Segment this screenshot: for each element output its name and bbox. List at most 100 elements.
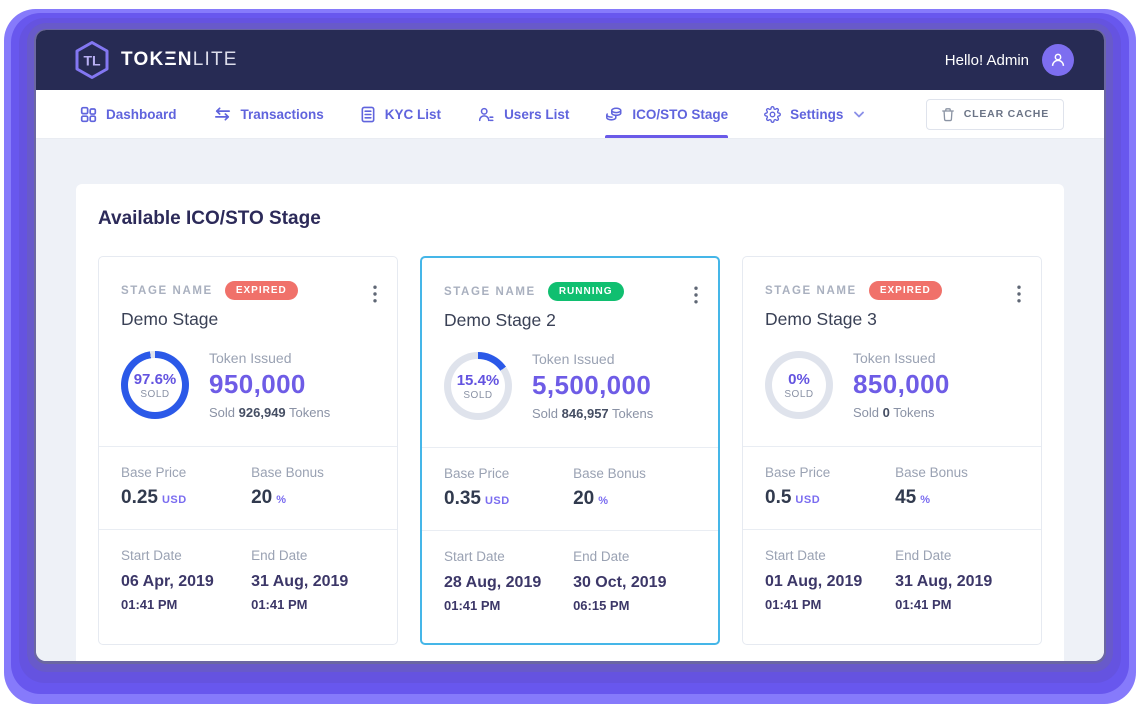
start-date-value: 01 Aug, 2019 01:41 PM	[765, 573, 863, 613]
start-date-value: 28 Aug, 2019 01:41 PM	[444, 574, 542, 614]
base-price-value: 0.5 USD	[765, 487, 821, 508]
sold-donut-chart: 15.4% SOLD	[444, 352, 512, 420]
base-price-value: 0.35 USD	[444, 488, 510, 509]
token-issued-label: Token Issued	[532, 351, 615, 367]
stage-name-label: STAGE NAME	[121, 284, 213, 297]
end-date-cell: End Date 31 Aug, 2019 01:41 PM	[251, 548, 375, 616]
content-area: Available ICO/STO Stage STAGE NAME EXPIR…	[36, 139, 1104, 661]
status-badge: EXPIRED	[224, 281, 298, 300]
end-date-label: End Date	[573, 549, 630, 564]
base-bonus-label: Base Bonus	[573, 466, 646, 481]
stage-name-label: STAGE NAME	[765, 284, 857, 297]
end-date-value: 31 Aug, 2019 01:41 PM	[251, 573, 349, 613]
nav-item-kyc-list[interactable]: KYC List	[360, 90, 441, 138]
base-price-label: Base Price	[444, 466, 510, 481]
token-issued-label: Token Issued	[209, 350, 292, 366]
svg-text:TL: TL	[83, 53, 101, 69]
token-issued-block: Token Issued 850,000 Sold 0 Tokens	[853, 350, 950, 420]
end-date-value: 30 Oct, 2019 06:15 PM	[573, 574, 667, 614]
base-price-value: 0.25 USD	[121, 487, 187, 508]
base-price-label: Base Price	[765, 465, 831, 480]
price-section: Base Price 0.5 USD Base Bonus 45%	[743, 446, 1041, 529]
nav-item-transactions[interactable]: Transactions	[213, 90, 324, 138]
end-date-cell: End Date 30 Oct, 2019 06:15 PM	[573, 549, 696, 617]
nav-item-ico-sto-stage[interactable]: ICO/STO Stage	[605, 90, 728, 138]
brand-name: TOKΞNLITE	[121, 49, 238, 70]
end-date-label: End Date	[895, 548, 952, 563]
dates-section: Start Date 06 Apr, 2019 01:41 PM End Dat…	[99, 529, 397, 642]
dates-section: Start Date 01 Aug, 2019 01:41 PM End Dat…	[743, 529, 1041, 642]
token-issued-block: Token Issued 950,000 Sold 926,949 Tokens	[209, 350, 330, 420]
start-date-label: Start Date	[765, 548, 826, 563]
base-bonus-cell: Base Bonus 20%	[573, 466, 696, 510]
sold-tokens-line: Sold 846,957 Tokens	[532, 406, 654, 421]
stage-card-header: STAGE NAME RUNNING Demo Stage 2	[422, 258, 718, 345]
dates-section: Start Date 28 Aug, 2019 01:41 PM End Dat…	[422, 530, 718, 643]
base-bonus-cell: Base Bonus 20%	[251, 465, 375, 509]
base-bonus-label: Base Bonus	[251, 465, 324, 480]
stages-panel: Available ICO/STO Stage STAGE NAME EXPIR…	[76, 184, 1064, 661]
sold-tokens-line: Sold 0 Tokens	[853, 405, 935, 420]
status-badge: RUNNING	[547, 282, 624, 301]
status-badge: EXPIRED	[868, 281, 942, 300]
end-date-label: End Date	[251, 548, 308, 563]
tokenlite-logo-icon: TL	[74, 40, 110, 80]
users-list-icon	[477, 106, 495, 123]
stage-progress-row: 97.6% SOLD Token Issued 950,000 Sold 926…	[99, 344, 397, 446]
token-issued-value: 950,000	[209, 369, 306, 399]
kebab-menu-icon[interactable]	[369, 281, 381, 307]
user-menu: Hello! Admin	[945, 44, 1074, 76]
clear-cache-button[interactable]: CLEAR CACHE	[925, 98, 1064, 130]
kebab-menu-icon[interactable]	[1013, 281, 1025, 307]
percent-sold: 97.6%	[133, 370, 177, 388]
settings-icon	[764, 105, 782, 123]
token-issued-value: 5,500,000	[532, 370, 652, 400]
app-window: TL TOKΞNLITE Hello! Admin Dashboard Tran…	[36, 30, 1104, 661]
nav-items: Dashboard Transactions KYC List Users Li…	[80, 90, 865, 138]
base-price-cell: Base Price 0.5 USD	[765, 465, 895, 509]
base-bonus-value: 20%	[251, 487, 287, 508]
start-date-label: Start Date	[121, 548, 182, 563]
sold-tokens-line: Sold 926,949 Tokens	[209, 405, 331, 420]
transactions-icon	[213, 106, 232, 122]
end-date-cell: End Date 31 Aug, 2019 01:41 PM	[895, 548, 1019, 616]
token-issued-value: 850,000	[853, 369, 950, 399]
start-date-cell: Start Date 28 Aug, 2019 01:41 PM	[444, 549, 573, 617]
kebab-menu-icon[interactable]	[690, 282, 702, 308]
token-issued-label: Token Issued	[853, 350, 936, 366]
sold-donut-chart: 0% SOLD	[765, 351, 833, 419]
base-price-cell: Base Price 0.35 USD	[444, 466, 573, 510]
stage-name-label: STAGE NAME	[444, 285, 536, 298]
price-section: Base Price 0.25 USD Base Bonus 20%	[99, 446, 397, 529]
brand-logo[interactable]: TL TOKΞNLITE	[74, 40, 238, 80]
sold-label: SOLD	[140, 388, 170, 400]
dashboard-icon	[80, 106, 97, 123]
price-section: Base Price 0.35 USD Base Bonus 20%	[422, 447, 718, 530]
stage-progress-row: 15.4% SOLD Token Issued 5,500,000 Sold 8…	[422, 345, 718, 447]
nav-item-settings[interactable]: Settings	[764, 90, 865, 138]
end-date-value: 31 Aug, 2019 01:41 PM	[895, 573, 993, 613]
chevron-down-icon	[854, 111, 865, 118]
sold-donut-chart: 97.6% SOLD	[121, 351, 189, 419]
user-avatar[interactable]	[1042, 44, 1074, 76]
clear-cache-label: CLEAR CACHE	[963, 108, 1049, 120]
stage-card: STAGE NAME EXPIRED Demo Stage 97.6% SOLD…	[98, 256, 398, 646]
percent-sold: 0%	[788, 370, 810, 388]
stage-card: STAGE NAME EXPIRED Demo Stage 3 0% SOLD …	[742, 256, 1042, 646]
sold-label: SOLD	[463, 389, 493, 401]
top-bar: TL TOKΞNLITE Hello! Admin	[36, 30, 1104, 90]
nav-item-dashboard[interactable]: Dashboard	[80, 90, 177, 138]
greeting-text: Hello! Admin	[944, 51, 1029, 69]
base-price-label: Base Price	[121, 465, 187, 480]
base-bonus-value: 45%	[895, 487, 931, 508]
nav-item-users-list[interactable]: Users List	[477, 90, 569, 138]
ico-sto-stage-icon	[605, 106, 623, 123]
start-date-cell: Start Date 06 Apr, 2019 01:41 PM	[121, 548, 251, 616]
percent-sold: 15.4%	[456, 371, 500, 389]
base-bonus-label: Base Bonus	[895, 465, 968, 480]
stage-grid: STAGE NAME EXPIRED Demo Stage 97.6% SOLD…	[98, 256, 1042, 661]
stage-title: Demo Stage 2	[444, 310, 556, 330]
base-bonus-cell: Base Bonus 45%	[895, 465, 1019, 509]
start-date-cell: Start Date 01 Aug, 2019 01:41 PM	[765, 548, 895, 616]
trash-icon	[941, 107, 955, 122]
